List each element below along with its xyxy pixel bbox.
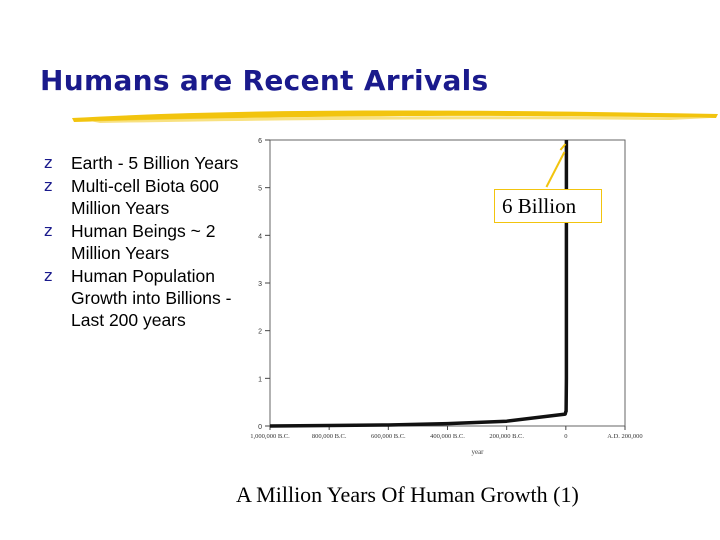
slide-title: Humans are Recent Arrivals (40, 64, 489, 97)
x-tick-label: 200,000 B.C. (489, 433, 524, 440)
y-tick-label: 3 (258, 281, 262, 288)
x-tick-label: 0 (564, 433, 567, 440)
underline-stroke-tail (90, 116, 710, 123)
x-tick-label: 1,000,000 B.C. (250, 433, 290, 440)
callout-pointer (545, 151, 566, 188)
x-tick-label: 400,000 B.C. (430, 433, 465, 440)
population-chart: 0 1 2 3 4 5 6 1,000,000 B.C. 800,000 B.C. 600,000… (250, 138, 642, 456)
bullet-marker: z (44, 153, 53, 172)
bullet-list: z Earth - 5 Billion Years z Multi-cell Bio… (44, 152, 244, 332)
six-billion-callout: 6 Billion (494, 189, 602, 223)
y-tick-label: 1 (258, 376, 262, 383)
chart-caption: A Million Years Of Human Growth (1) (236, 482, 579, 507)
y-tick-label: 2 (258, 329, 262, 336)
bullet-item: z Human Beings ~ 2 Million Years (44, 220, 244, 264)
bullet-marker: z (44, 266, 53, 285)
x-tick-label: 600,000 B.C. (371, 433, 406, 440)
bullet-text: Human Population Growth into Billions - … (71, 266, 232, 330)
bullet-marker: z (44, 176, 53, 195)
x-axis-label: year (471, 448, 484, 456)
bullet-item: z Multi-cell Biota 600 Million Years (44, 175, 244, 219)
y-tick-label: 4 (258, 233, 262, 240)
bullet-item: z Human Population Growth into Billions -… (44, 265, 244, 331)
plot-frame (269, 139, 626, 427)
bullet-marker: z (44, 221, 53, 240)
bullet-text: Multi-cell Biota 600 Million Years (71, 176, 219, 218)
x-tick-label: 800,000 B.C. (312, 433, 347, 440)
bullet-text: Earth - 5 Billion Years (71, 153, 239, 173)
title-underline-brush (72, 110, 718, 123)
y-tick-label: 0 (258, 424, 262, 431)
callout-pointer-tip (559, 143, 567, 151)
underline-stroke-main (72, 110, 718, 122)
x-tick-label: A.D. 200,000 (607, 433, 642, 440)
bullet-item: z Earth - 5 Billion Years (44, 152, 244, 174)
population-series-line (269, 140, 569, 428)
y-tick-label: 5 (258, 186, 262, 193)
y-tick-label: 6 (258, 138, 262, 145)
bullet-text: Human Beings ~ 2 Million Years (71, 221, 216, 263)
